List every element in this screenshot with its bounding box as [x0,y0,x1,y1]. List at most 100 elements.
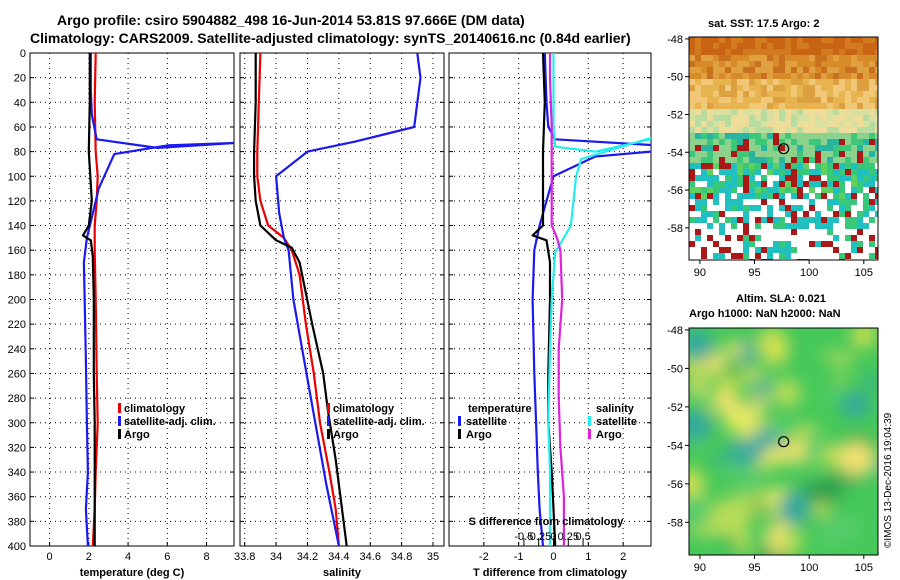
depth-tick-label: 80 [14,147,26,159]
depth-tick-label: 60 [14,122,26,134]
series-line-argo [81,53,96,546]
legend-label: Argo [124,429,150,441]
x-axis-label: salinity [323,567,362,579]
x-tick-label: 1 [585,551,591,563]
depth-tick-label: 200 [8,295,26,307]
series-line-salinity-satellite [547,53,651,546]
depth-tick-label: 240 [8,344,26,356]
series-line-temperature-argo [531,53,557,546]
depth-tick-label: 220 [8,319,26,331]
depth-tick-label: 340 [8,467,26,479]
legend-label: satellite-adj. clim. [124,416,216,428]
map-lat-label: -58 [667,517,683,529]
sst-map: -48 -50 -52 -54 -56 -58 90 95 100 105 [667,34,879,279]
depth-tick-label: 380 [8,516,26,528]
depth-tick-label: 260 [8,368,26,380]
sla-field [689,328,878,555]
legend-swatch [588,429,591,439]
depth-tick-label: 40 [14,97,26,109]
x-tick-label: 34.2 [297,551,318,563]
legend-swatch [327,429,330,439]
map-lon-label: 95 [748,562,760,574]
figure-title-line2: Climatology: CARS2009. Satellite-adjuste… [30,30,631,46]
legend-swatch [458,429,461,439]
map-lat-label: -54 [667,147,683,159]
depth-tick-label: 100 [8,171,26,183]
map-lat-label: -48 [667,325,683,337]
x-tick-label: 2 [86,551,92,563]
s-axis-label: S difference from climatology [469,516,625,528]
map-frame [688,327,879,556]
x-tick-label: 33.8 [234,551,255,563]
legend-swatch [118,429,121,439]
map-lat-label: -56 [667,185,683,197]
series-line-salinity-argo [548,53,566,546]
legend-label: climatology [333,403,395,415]
depth-tick-label: 0 [20,48,26,60]
depth-tick-label: 300 [8,418,26,430]
s-tick-label: 0.5 [575,531,590,543]
map-lon-label: 100 [800,267,818,279]
map-lat-label: -50 [667,72,683,84]
legend-label: Argo [333,429,359,441]
x-tick-label: 4 [125,551,131,563]
depth-tick-label: 180 [8,270,26,282]
temperature-panel: 0204060801001201401601802002202402602803… [8,48,235,579]
legend-label: satellite-adj. clim. [333,416,425,428]
map-lon-label: 100 [800,562,818,574]
legend-title-temperature: temperature [468,403,532,415]
series-line-temperature-satellite [531,53,651,546]
map-lat-label: -50 [667,363,683,375]
difference-panel: -2 -1 0 1 2 T difference from climatology temp… [448,52,652,579]
map-lon-label: 90 [694,267,706,279]
legend-label: Argo [596,429,622,441]
argo-location-marker [778,436,790,448]
map-lat-label: -54 [667,440,683,452]
depth-tick-label: 120 [8,196,26,208]
map-lon-label: 105 [855,267,873,279]
x-tick-label: -2 [479,551,489,563]
salinity-panel: 33.8 34 34.2 34.4 34.6 34.8 35 salinity climatol… [234,52,445,579]
sla-map-title2: Argo h1000: NaN h2000: NaN [689,308,841,320]
legend-label: climatology [124,403,186,415]
map-lon-label: 90 [694,562,706,574]
s-tick-label: 0 [550,531,556,543]
map-lon-label: 105 [855,562,873,574]
map-lat-label: -52 [667,109,683,121]
depth-tick-label: 280 [8,393,26,405]
figure-title-line1: Argo profile: csiro 5904882_498 16-Jun-2… [57,12,525,28]
legend-label: satellite [466,416,507,428]
legend-swatch [327,416,330,426]
x-tick-label: 0 [47,551,53,563]
legend-label: satellite [596,416,637,428]
map-lat-label: -56 [667,479,683,491]
argo-location-marker [778,143,790,155]
s-tick-label: -0.5 [514,531,533,543]
series-line-climatology [256,53,340,546]
series-line-argo [253,53,348,546]
map-frame [688,36,879,261]
x-tick-label: 0 [550,551,556,563]
x-tick-label: 35 [427,551,439,563]
legend-label: Argo [466,429,492,441]
legend-swatch [118,416,121,426]
s-tick-label: -0.25 [526,531,551,543]
legend-swatch [588,416,591,426]
depth-tick-label: 400 [8,541,26,553]
depth-tick-label: 20 [14,73,26,85]
legend-swatch [118,403,121,413]
imos-watermark: ©IMOS 13-Dec-2016 19:04:39 [883,412,894,548]
legend-title-salinity: salinity [596,403,635,415]
x-axis-label: T difference from climatology [473,567,628,579]
x-tick-label: 6 [164,551,170,563]
sst-map-title: sat. SST: 17.5 Argo: 2 [708,18,819,30]
s-tick-label: 0.25 [558,531,579,543]
legend-swatch [327,403,330,413]
map-lat-label: -48 [667,34,683,46]
x-tick-label: 2 [620,551,626,563]
map-lat-label: -58 [667,223,683,235]
x-tick-label: 34.6 [360,551,381,563]
map-lat-label: -52 [667,402,683,414]
x-tick-label: -1 [514,551,524,563]
